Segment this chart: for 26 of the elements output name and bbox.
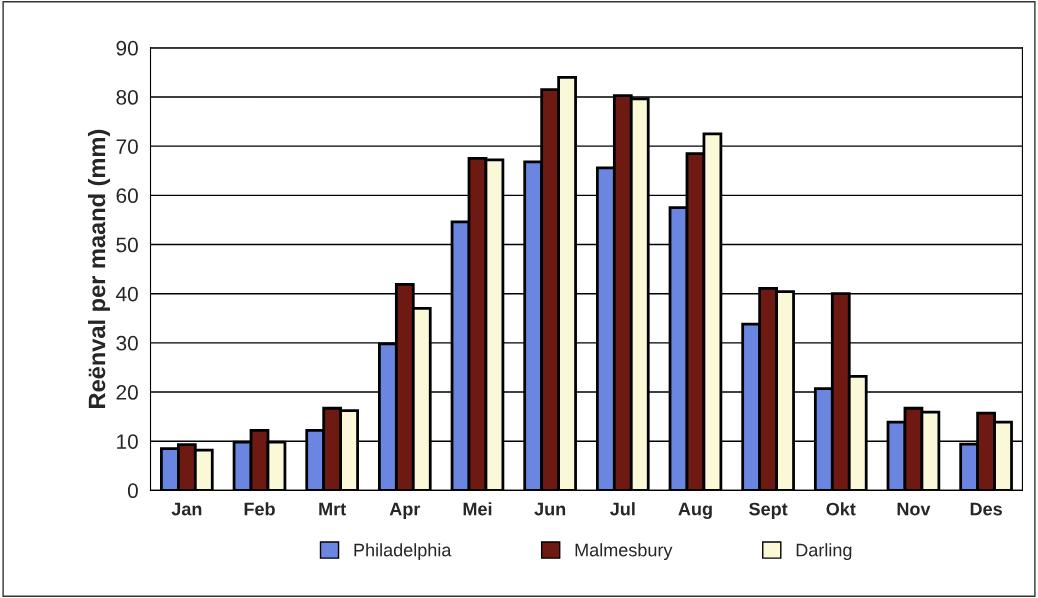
y-tick-label: 60: [116, 188, 138, 204]
y-tick-label: 40: [116, 286, 138, 302]
y-tick-label: 70: [116, 139, 138, 154]
y-tick-label: 10: [117, 434, 138, 449]
y-tick-label: 90: [116, 40, 138, 56]
legend-label: Darling: [796, 543, 852, 561]
x-tick-label: Feb: [244, 502, 275, 516]
x-tick-label: Mrt: [319, 502, 346, 516]
x-tick-label: Aug: [678, 502, 712, 519]
y-tick-label: 80: [116, 90, 138, 105]
x-tick-label: Mei: [463, 502, 492, 516]
y-axis-title: Reënval per maand (mm): [87, 129, 110, 408]
x-tick-label: Apr: [389, 502, 421, 519]
legend-label: Philadelphia: [354, 543, 452, 561]
x-tick-label: Sept: [749, 502, 788, 519]
y-tick-label: 50: [116, 237, 138, 253]
y-tick-label: 30: [116, 335, 138, 351]
legend-label: Malmesbury: [575, 543, 673, 561]
y-tick-label: 20: [116, 385, 138, 400]
x-tick-label: Des: [970, 502, 1002, 516]
x-tick-label: Jan: [171, 502, 202, 516]
x-tick-label: Jun: [534, 502, 566, 516]
x-tick-label: Okt: [826, 502, 856, 516]
y-tick-label: 0: [127, 483, 138, 499]
x-tick-label: Nov: [897, 502, 931, 516]
x-tick-label: Jul: [610, 502, 635, 516]
